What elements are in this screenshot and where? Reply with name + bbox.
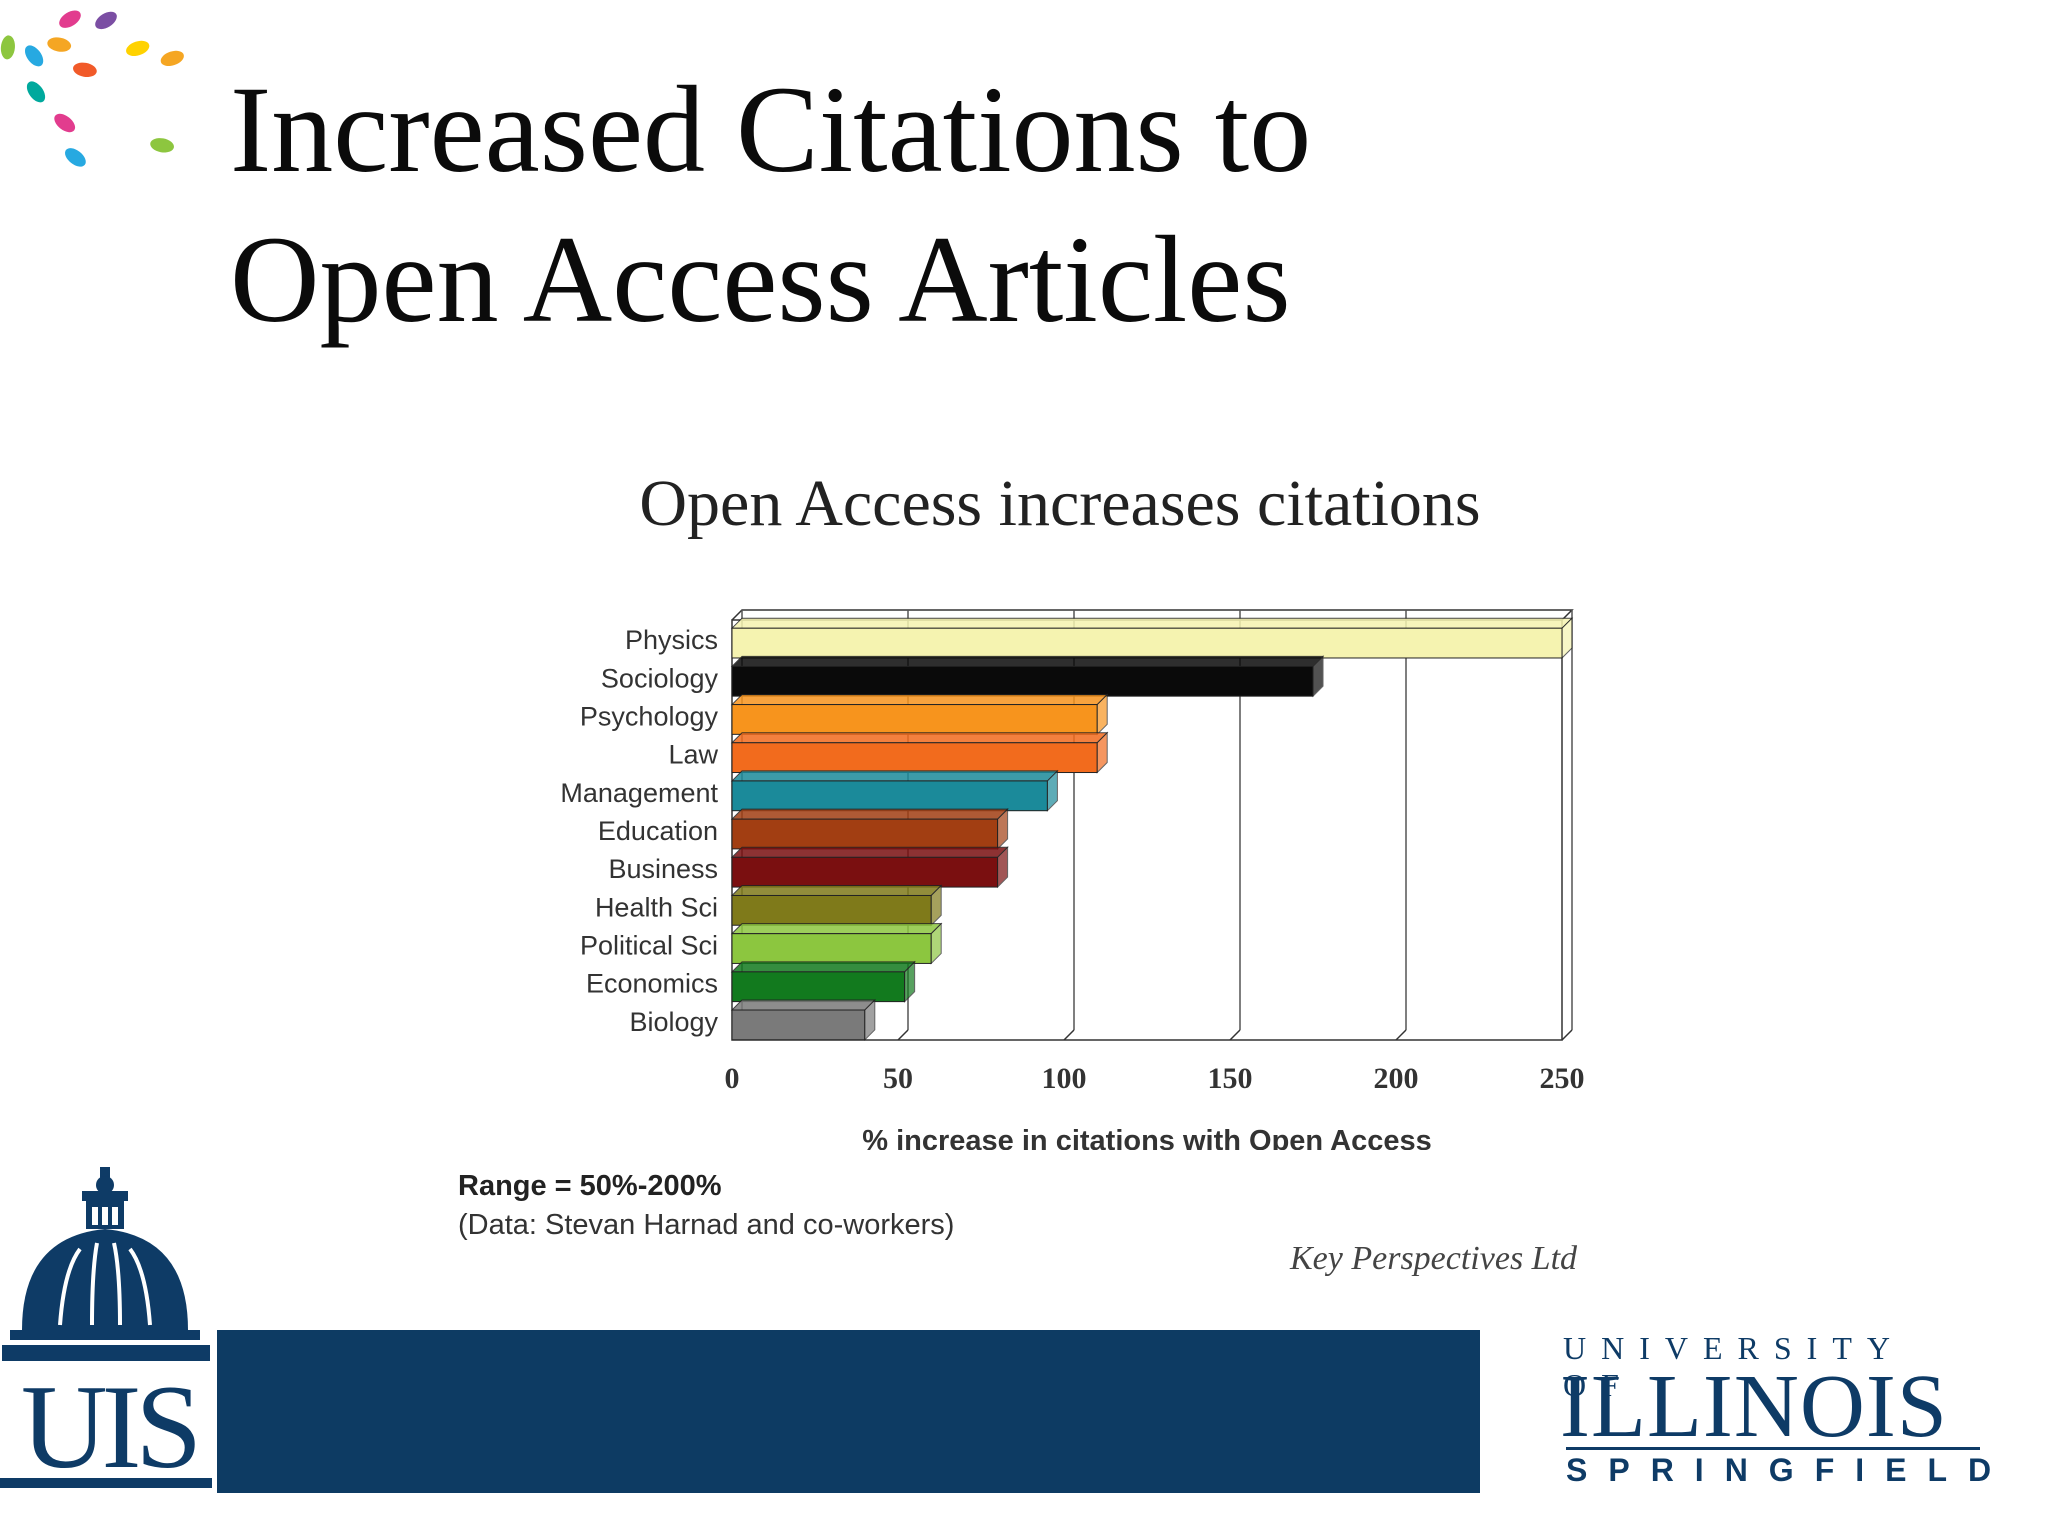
logo-petal bbox=[126, 40, 150, 57]
credit-label: Key Perspectives Ltd bbox=[1290, 1240, 1578, 1277]
chart-title: Open Access increases citations bbox=[639, 467, 1480, 540]
category-label: Business bbox=[608, 854, 718, 884]
category-label: Health Sci bbox=[595, 892, 718, 922]
logo-petal bbox=[26, 81, 46, 103]
slide-title-line-1: Increased Citations to bbox=[230, 61, 1312, 198]
bar-psychology bbox=[730, 693, 1109, 736]
bar-biology bbox=[730, 998, 877, 1042]
x-tick-label: 0 bbox=[725, 1062, 740, 1095]
capitol-dome-icon bbox=[2, 1167, 210, 1361]
range-note: Range = 50%-200% (Data: Stevan Harnad an… bbox=[458, 1170, 954, 1242]
logo-petal bbox=[54, 113, 76, 133]
category-label: Psychology bbox=[580, 701, 719, 731]
category-label: Management bbox=[560, 778, 718, 808]
uis-wordmark: UIS bbox=[20, 1360, 202, 1493]
bar-political-sci bbox=[730, 922, 943, 965]
university-of-label: UNIVERSITY OF bbox=[1563, 1330, 1904, 1403]
bar-law bbox=[730, 731, 1109, 774]
category-label: Sociology bbox=[601, 663, 719, 693]
logo-petal bbox=[150, 138, 174, 153]
logo-petal bbox=[160, 50, 184, 67]
category-label: Political Sci bbox=[580, 931, 718, 961]
citation-bar-chart: Open Access increases citations 0 50 100 150… bbox=[560, 467, 1585, 1150]
slide-title: Increased Citations to Open Access Artic… bbox=[230, 55, 1530, 355]
category-label: Biology bbox=[629, 1007, 718, 1037]
bar-sociology bbox=[730, 655, 1325, 698]
illinois-rule bbox=[1566, 1447, 1980, 1450]
x-tick-label: 100 bbox=[1042, 1062, 1087, 1095]
x-tick-label: 150 bbox=[1208, 1062, 1253, 1095]
category-label: Law bbox=[668, 740, 718, 770]
category-label: Education bbox=[598, 816, 718, 846]
bar-management bbox=[730, 769, 1059, 812]
x-tick-mark bbox=[1395, 1029, 1407, 1041]
data-source-label: (Data: Stevan Harnad and co-workers) bbox=[458, 1209, 955, 1241]
logo-petal bbox=[95, 11, 117, 30]
logo-burst bbox=[0, 10, 184, 167]
logo-petal bbox=[0, 35, 15, 60]
uis-underline bbox=[0, 1478, 212, 1488]
footer-navy-bar bbox=[217, 1330, 1480, 1493]
bar-business bbox=[730, 846, 1009, 889]
slide-title-line-2: Open Access Articles bbox=[230, 211, 1291, 348]
bar-education bbox=[730, 807, 1009, 851]
logo-petal bbox=[73, 62, 97, 78]
x-tick-label: 200 bbox=[1374, 1062, 1419, 1095]
x-tick-mark bbox=[1229, 1029, 1241, 1041]
x-tick-label: 50 bbox=[883, 1062, 913, 1095]
x-tick-label: 250 bbox=[1540, 1062, 1585, 1095]
logo-petal bbox=[65, 148, 86, 167]
category-label: Physics bbox=[625, 625, 718, 655]
springfield-label: SPRINGFIELD bbox=[1566, 1452, 2013, 1488]
range-label: Range = 50%-200% bbox=[458, 1170, 722, 1202]
logo-petal bbox=[59, 10, 81, 28]
category-label: Economics bbox=[586, 969, 718, 999]
bar-physics bbox=[730, 616, 1574, 660]
bar-economics bbox=[730, 960, 916, 1003]
plot-top-edge bbox=[731, 609, 1574, 621]
logo-petal bbox=[47, 37, 72, 52]
bar-health-sci bbox=[730, 884, 943, 927]
logo-petal bbox=[24, 45, 44, 67]
illinois-label: ILLINOIS bbox=[1560, 1357, 1948, 1456]
x-tick-mark bbox=[1561, 1029, 1573, 1041]
x-tick-mark bbox=[897, 1029, 909, 1041]
x-axis-label: % increase in citations with Open Access bbox=[862, 1125, 1431, 1150]
x-tick-mark bbox=[1063, 1029, 1075, 1041]
